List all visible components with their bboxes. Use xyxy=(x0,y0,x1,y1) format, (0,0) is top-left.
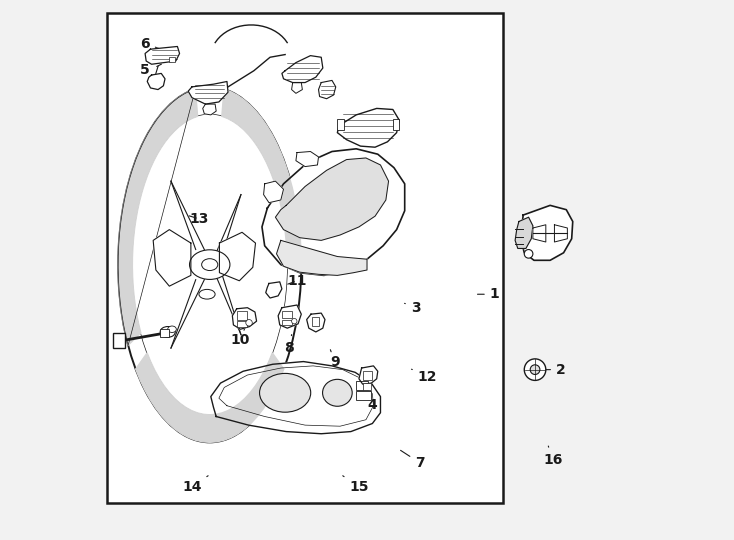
Bar xyxy=(169,57,175,62)
Circle shape xyxy=(524,359,546,380)
Polygon shape xyxy=(359,366,378,384)
Text: 3: 3 xyxy=(404,301,421,315)
Bar xyxy=(283,320,292,325)
Text: 9: 9 xyxy=(330,350,340,369)
Ellipse shape xyxy=(167,326,176,333)
Bar xyxy=(338,119,344,130)
Bar xyxy=(312,318,319,326)
Polygon shape xyxy=(277,240,367,275)
Polygon shape xyxy=(118,89,197,345)
Ellipse shape xyxy=(132,114,287,415)
Bar xyxy=(107,12,503,503)
Polygon shape xyxy=(307,313,325,332)
Polygon shape xyxy=(145,46,180,64)
Bar xyxy=(236,312,247,320)
Text: 16: 16 xyxy=(543,446,562,467)
Bar xyxy=(236,321,247,327)
Polygon shape xyxy=(319,80,335,99)
Polygon shape xyxy=(278,305,301,328)
Text: 7: 7 xyxy=(401,450,424,470)
Circle shape xyxy=(524,249,533,258)
Polygon shape xyxy=(233,308,257,329)
Bar xyxy=(393,119,399,130)
Polygon shape xyxy=(219,232,255,281)
Polygon shape xyxy=(275,158,388,240)
Ellipse shape xyxy=(199,289,215,299)
Text: 13: 13 xyxy=(189,212,208,226)
Polygon shape xyxy=(291,83,302,93)
Ellipse shape xyxy=(132,114,287,415)
Bar xyxy=(159,329,170,337)
Polygon shape xyxy=(282,56,323,83)
Ellipse shape xyxy=(322,379,352,406)
Polygon shape xyxy=(262,149,404,275)
Polygon shape xyxy=(153,230,191,286)
Polygon shape xyxy=(266,282,282,298)
Polygon shape xyxy=(211,362,380,434)
Polygon shape xyxy=(533,225,546,242)
Bar xyxy=(283,311,292,319)
Ellipse shape xyxy=(160,327,175,338)
Circle shape xyxy=(291,319,297,324)
Ellipse shape xyxy=(118,87,301,442)
Text: 6: 6 xyxy=(140,37,159,51)
Ellipse shape xyxy=(202,259,218,271)
Ellipse shape xyxy=(260,374,310,412)
Text: 14: 14 xyxy=(182,476,208,494)
Ellipse shape xyxy=(189,250,230,279)
Text: 11: 11 xyxy=(287,274,307,288)
Text: 5: 5 xyxy=(140,63,159,77)
Text: 1: 1 xyxy=(478,287,500,301)
Polygon shape xyxy=(338,109,399,147)
Polygon shape xyxy=(554,225,567,242)
Polygon shape xyxy=(136,353,284,442)
Bar xyxy=(363,383,371,389)
Polygon shape xyxy=(264,181,283,202)
Polygon shape xyxy=(203,104,217,115)
Polygon shape xyxy=(188,82,228,104)
Bar xyxy=(113,333,125,348)
Circle shape xyxy=(246,320,252,326)
Bar xyxy=(356,390,371,400)
Text: 15: 15 xyxy=(343,476,368,494)
Text: 4: 4 xyxy=(362,396,377,411)
Polygon shape xyxy=(515,217,533,248)
Text: 12: 12 xyxy=(412,369,437,383)
Polygon shape xyxy=(148,73,165,90)
Bar xyxy=(356,381,368,389)
Text: 10: 10 xyxy=(230,328,250,347)
Text: 2: 2 xyxy=(542,363,566,376)
Polygon shape xyxy=(296,152,319,166)
Circle shape xyxy=(530,365,540,375)
Text: 8: 8 xyxy=(284,335,294,355)
Bar xyxy=(363,372,372,380)
Polygon shape xyxy=(222,89,301,265)
Polygon shape xyxy=(520,205,573,260)
